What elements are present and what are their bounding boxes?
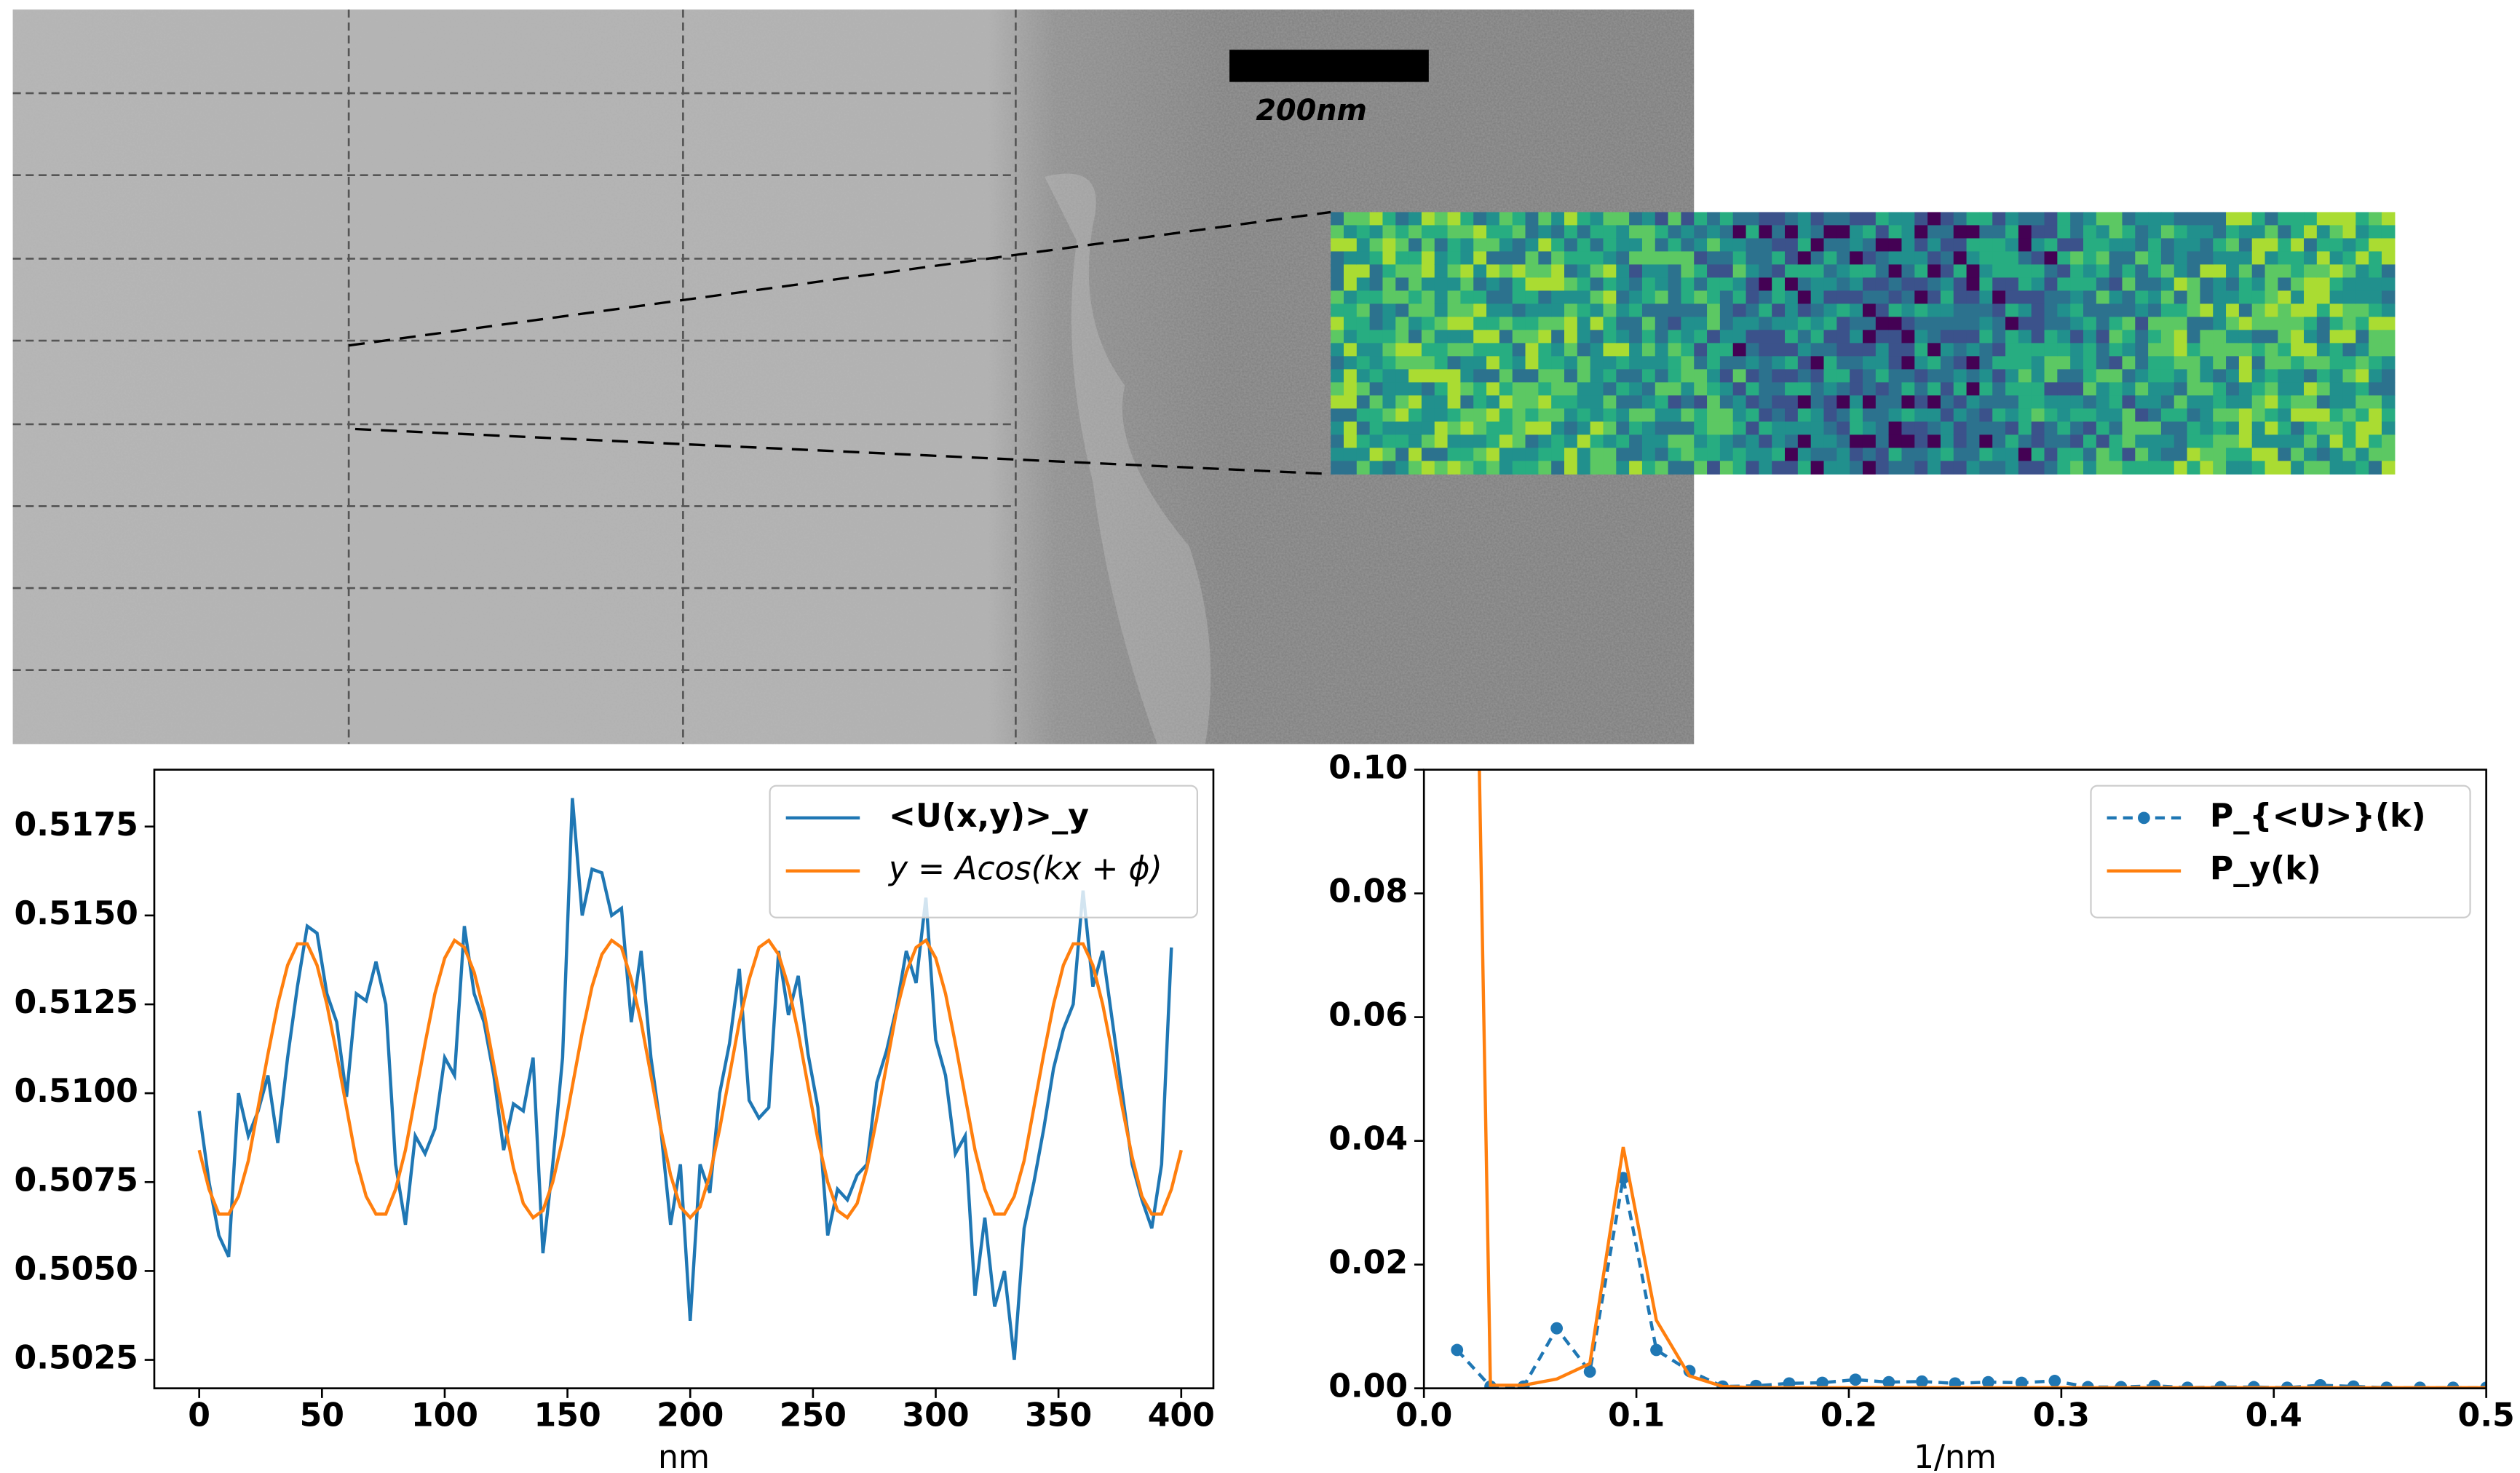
scale-bar — [1229, 49, 1429, 82]
point — [1849, 1373, 1862, 1386]
axes-frame — [153, 769, 1215, 1389]
x-axis-label: nm — [658, 1439, 710, 1473]
point — [1882, 1375, 1895, 1389]
chart: 0 50 100 150 200 250 300 350 400 0.5025 0.5050 0.50… — [15, 769, 1215, 1473]
point — [1783, 1377, 1796, 1389]
point — [2148, 1379, 2161, 1389]
legend: <U(x,y)>_yy = Acos(kx + ϕ) — [769, 785, 1198, 918]
x-tick-label: 0.1 — [1608, 1397, 1665, 1434]
x-tick-label: 0.5 — [2458, 1397, 2515, 1434]
x-tick-label: 50 — [300, 1397, 344, 1434]
x-tick-label: 250 — [780, 1397, 847, 1434]
y-tick-label: 0.02 — [1328, 1244, 1408, 1282]
point — [1816, 1376, 1828, 1389]
legend-box — [2090, 785, 2471, 918]
y-tick-label: 0.5050 — [15, 1250, 138, 1287]
y-tick-label: 0.5075 — [15, 1162, 138, 1199]
chart: 0.0 0.1 0.2 0.3 0.4 0.5 0.00 0.02 0.04 0.06 0.08 0.… — [1328, 750, 2515, 1473]
legend-label: P_y(k) — [2210, 851, 2321, 888]
x-tick-label: 0.3 — [2033, 1397, 2090, 1434]
point — [2048, 1375, 2061, 1387]
plot-area — [197, 798, 1183, 1360]
x-tick-label: 0 — [188, 1397, 210, 1434]
x-tick-label: 100 — [411, 1397, 478, 1434]
line-series — [197, 937, 1183, 1220]
y-tick-label: 0.5025 — [15, 1340, 138, 1377]
x-tick-label: 150 — [534, 1397, 601, 1434]
x-tick-label: 350 — [1025, 1397, 1092, 1434]
x-tick-label: 400 — [1148, 1397, 1215, 1434]
scale-bar-label: 200nm — [1256, 94, 1367, 127]
y-tick-label: 0.00 — [1328, 1368, 1408, 1405]
y-tick-label: 0.08 — [1328, 873, 1408, 910]
axes-frame — [1422, 769, 2487, 1389]
y-tick-label: 0.5100 — [15, 1073, 138, 1110]
y-tick-label: 0.5175 — [15, 806, 138, 843]
x-axis-label: 1/nm — [1914, 1439, 1997, 1473]
point — [1451, 1343, 1464, 1357]
y-tick-label: 0.06 — [1328, 997, 1408, 1034]
legend: P_{<U>}(k) P_y(k) — [2090, 785, 2471, 918]
point — [1949, 1377, 1962, 1389]
point — [1550, 1322, 1564, 1335]
legend-label: P_{<U>}(k) — [2210, 798, 2426, 835]
point — [2015, 1376, 2028, 1389]
x-tick-label: 200 — [657, 1397, 724, 1434]
point — [1915, 1375, 1928, 1388]
x-tick-label: 0.4 — [2246, 1397, 2302, 1434]
x-tick-label: 0.0 — [1395, 1397, 1452, 1434]
x-tick-label: 0.2 — [1820, 1397, 1877, 1434]
legend-label: <U(x,y)>_y — [889, 798, 1089, 835]
point — [1750, 1379, 1762, 1389]
line-series — [197, 798, 1173, 1360]
x-tick-label: 300 — [902, 1397, 969, 1434]
legend-marker — [2137, 811, 2150, 825]
y-tick-label: 0.5150 — [15, 895, 138, 932]
y-tick-label: 0.04 — [1328, 1121, 1408, 1158]
y-tick-label: 0.10 — [1328, 750, 1408, 787]
line-series — [1456, 1178, 2487, 1389]
legend-label: y = Acos(kx + ϕ) — [887, 851, 1162, 888]
point — [2314, 1379, 2327, 1389]
point — [1650, 1343, 1663, 1357]
zoom-lines — [348, 210, 1331, 475]
point — [1583, 1365, 1596, 1378]
y-tick-label: 0.5125 — [15, 984, 138, 1021]
point — [1982, 1375, 1994, 1389]
legend-box — [769, 785, 1198, 918]
heatmap-inset — [1331, 212, 2396, 475]
